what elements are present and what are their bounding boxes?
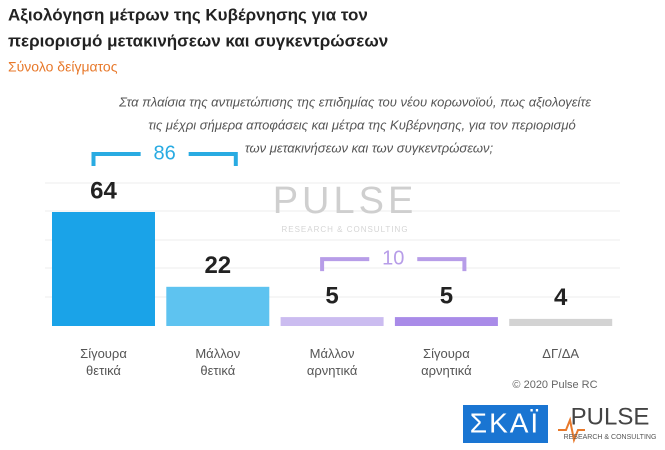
bar [509, 318, 613, 326]
skai-logo: ΣΚΑΪ [470, 407, 540, 438]
question: Στα πλαίσια της αντιμετώπισης της επιδημ… [118, 94, 591, 109]
bar [52, 212, 155, 326]
value-label: 4 [554, 284, 568, 311]
category-label: Μάλλον θετικά [195, 346, 241, 378]
bar [166, 286, 270, 326]
title-line: περιορισμό μετακινήσεων και συγκεντρώσεω… [8, 31, 388, 50]
watermark-tagline: RESEARCH & CONSULTING [281, 225, 408, 234]
watermark: PULSE [273, 180, 418, 222]
category-label: Μάλλον αρνητικά [306, 346, 358, 378]
category-label: ΔΓ/ΔΑ [542, 346, 580, 361]
value-label: 64 [90, 177, 117, 204]
group-bracket [91, 152, 238, 166]
value-label: 5 [325, 282, 338, 309]
group-total: 10 [382, 247, 404, 269]
category-label: Σίγουρα θετικά [80, 346, 127, 378]
value-label: 5 [440, 282, 453, 309]
group-bracket [320, 257, 467, 272]
bar [280, 317, 384, 326]
bar [394, 317, 498, 326]
question: τις μέχρι σήμερα αποφάσεις και μέτρα της… [148, 117, 575, 132]
copyright: © 2020 Pulse RC [512, 379, 597, 391]
skai-logo-box [463, 405, 548, 443]
subtitle: Σύνολο δείγματος [8, 59, 118, 75]
group-total: 86 [154, 142, 176, 164]
pulse-logo-tagline: RESEARCH & CONSULTING [564, 434, 657, 441]
value-label: 22 [204, 252, 231, 279]
pulse-logo: PULSE [571, 403, 650, 430]
question: των μετακινήσεων και των συγκεντρώσεων; [245, 140, 494, 155]
pulse-logo-pulse [558, 416, 585, 444]
category-label: Σίγουρα αρνητικά [421, 346, 472, 378]
title-line: Αξιολόγηση μέτρων της Κυβέρνησης για τον [8, 5, 368, 24]
